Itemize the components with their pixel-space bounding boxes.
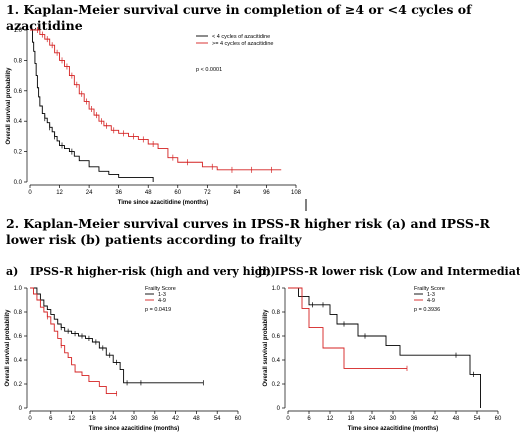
- x-tick-label: 12: [327, 416, 334, 422]
- p-value-annotation: p < 0.0001: [196, 67, 222, 73]
- x-tick-label: 30: [390, 416, 397, 422]
- x-tick-label: 24: [369, 416, 376, 422]
- y-tick-label: 0.2: [14, 382, 23, 388]
- y-tick-label: 0.4: [272, 358, 281, 364]
- x-tick-label: 42: [172, 416, 179, 422]
- survival-chart-lower-risk: 0 0.2 0.4 0.6 0.8 1.0 0 6 12 18 24 30 36 42 48 54 60 Time…: [263, 286, 502, 432]
- x-tick-label: 48: [145, 190, 152, 196]
- y-tick-label: 0.6: [14, 89, 23, 95]
- series-line-1: [30, 287, 204, 384]
- legend-label: 4-9: [427, 298, 435, 304]
- x-tick-label: 36: [115, 190, 122, 196]
- subtitle-higher-risk: a) IPSS-R higher-risk (high and very hig…: [6, 265, 276, 278]
- x-tick-label: 0: [28, 190, 32, 196]
- y-axis-label: Overall survival probability: [6, 67, 12, 145]
- x-tick-label: 108: [291, 190, 302, 196]
- y-tick-label: 0: [19, 406, 23, 412]
- y-tick-label: 0.2: [272, 382, 281, 388]
- x-tick-label: 0: [286, 416, 290, 422]
- x-tick-label: 36: [411, 416, 418, 422]
- x-tick-label: 60: [174, 190, 181, 196]
- y-tick-label: 0: [277, 406, 281, 412]
- x-tick-label: 12: [56, 190, 63, 196]
- x-tick-label: 24: [86, 190, 93, 196]
- series-line-1: [288, 287, 481, 408]
- x-tick-label: 42: [432, 416, 439, 422]
- y-tick-label: 0.6: [14, 334, 23, 340]
- subtitle-lower-risk: b) IPSS-R lower risk (Low and Intermedia…: [258, 265, 520, 278]
- x-tick-label: 6: [307, 416, 311, 422]
- series-line-2: [288, 287, 407, 369]
- x-tick-label: 48: [193, 416, 200, 422]
- x-tick-label: 72: [204, 190, 211, 196]
- y-tick-label: 0.4: [14, 119, 23, 125]
- x-tick-label: 84: [234, 190, 241, 196]
- legend-title: Frailty Score: [414, 286, 445, 292]
- x-tick-label: 96: [263, 190, 270, 196]
- x-tick-label: 54: [214, 416, 221, 422]
- y-tick-label: 0.6: [272, 334, 281, 340]
- figure-2-heading: 2. Kaplan-Meier survival curves in IPSS-…: [6, 216, 490, 247]
- legend-label: 4-9: [158, 298, 166, 304]
- x-tick-label: 36: [151, 416, 158, 422]
- x-tick-label: 60: [495, 416, 502, 422]
- series-line-1: [30, 29, 154, 182]
- x-tick-label: 30: [131, 416, 138, 422]
- y-tick-label: 1.0: [14, 286, 23, 292]
- x-axis-label: Time since azacitidine (months): [348, 426, 439, 432]
- figure-1-heading: 1. Kaplan-Meier survival curve in comple…: [6, 2, 472, 33]
- series-line-2: [30, 287, 117, 395]
- x-tick-label: 24: [110, 416, 117, 422]
- y-tick-label: 0.8: [14, 310, 23, 316]
- p-value-annotation: p = 0.0419: [145, 307, 171, 313]
- y-tick-label: 1.0: [14, 28, 23, 34]
- legend-label: >= 4 cycles of azacitidine: [212, 41, 273, 47]
- x-tick-label: 60: [235, 416, 242, 422]
- legend-title: Frailty Score: [145, 286, 176, 292]
- series-line-2: [30, 29, 282, 171]
- legend-label: 1-3: [427, 292, 435, 298]
- survival-chart-cycles: 0.0 0.2 0.4 0.6 0.8 1.0 0 12 24 36 48 60 72 84 96 108 Ti…: [6, 27, 307, 211]
- y-tick-label: 0.8: [14, 58, 23, 64]
- x-tick-label: 18: [348, 416, 355, 422]
- legend-label: 1-3: [158, 292, 166, 298]
- x-tick-label: 18: [89, 416, 96, 422]
- y-tick-label: 0.2: [14, 150, 23, 156]
- y-axis-label: Overall survival probability: [263, 309, 269, 387]
- x-axis-label: Time since azacitidine (months): [89, 426, 180, 432]
- survival-chart-higher-risk: 0 0.2 0.4 0.6 0.8 1.0 0 6 12 18 24 30 36 42 48 54 60 Time…: [5, 286, 242, 432]
- y-axis-label: Overall survival probability: [5, 309, 11, 387]
- y-tick-label: 0.0: [14, 180, 23, 186]
- x-tick-label: 54: [474, 416, 481, 422]
- p-value-annotation: p = 0.3936: [414, 307, 440, 313]
- x-tick-label: 0: [28, 416, 32, 422]
- x-tick-label: 48: [453, 416, 460, 422]
- y-tick-label: 0.8: [272, 310, 281, 316]
- legend-label: < 4 cycles of azacitidine: [212, 34, 270, 40]
- x-tick-label: 12: [68, 416, 75, 422]
- x-axis-label: Time since azacitidine (months): [118, 200, 209, 206]
- y-tick-label: 1.0: [272, 286, 281, 292]
- x-tick-label: 6: [49, 416, 53, 422]
- y-tick-label: 0.4: [14, 358, 23, 364]
